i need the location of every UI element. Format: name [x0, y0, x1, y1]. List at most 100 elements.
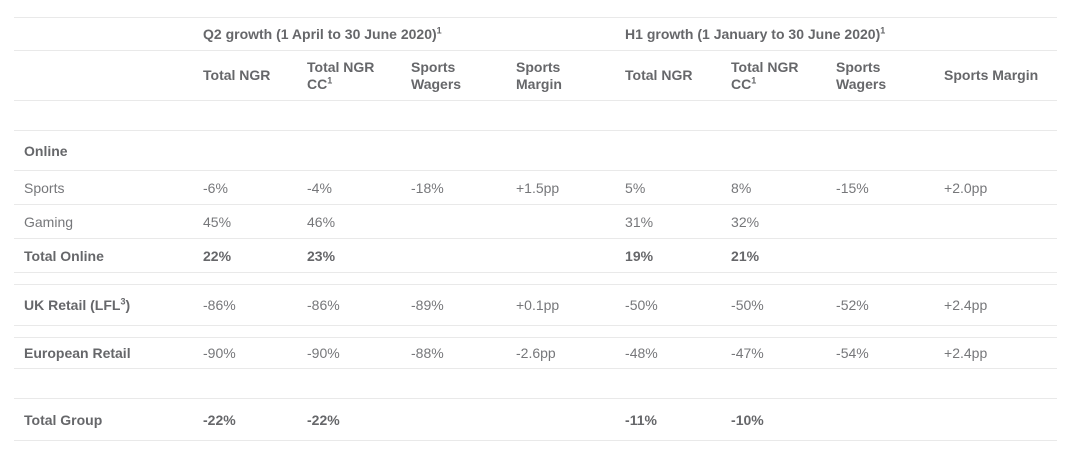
cell — [516, 205, 625, 239]
cell: -86% — [203, 297, 236, 313]
cell: -2.6pp — [516, 345, 556, 361]
col-header-label: Total NGR — [203, 67, 271, 83]
col-header-label: Sports Margin — [516, 58, 562, 92]
cell — [836, 239, 944, 273]
col-header-label: Sports Wagers — [411, 58, 462, 92]
cell — [836, 131, 944, 171]
col-header-label: Total NGR — [625, 67, 693, 83]
col-header-label: Total NGR CC — [307, 58, 375, 92]
cell: 8% — [731, 179, 752, 196]
cell: 5% — [625, 179, 646, 196]
cell — [411, 205, 516, 239]
cell: -15% — [836, 179, 869, 196]
h1-period-header: H1 growth (1 January to 30 June 2020)1 — [625, 18, 1057, 51]
growth-results-table: Q2 growth (1 April to 30 June 2020)1 H1 … — [14, 17, 1058, 441]
period-header-row: Q2 growth (1 April to 30 June 2020)1 H1 … — [14, 17, 1058, 51]
cell: -50% — [731, 297, 764, 313]
cell: 23% — [307, 247, 336, 264]
cell — [411, 131, 516, 171]
cell — [203, 131, 307, 171]
cell: -52% — [836, 297, 869, 313]
cell: -90% — [203, 345, 236, 361]
row-european-retail: European Retail -90% -90% -88% -2.6pp -4… — [14, 337, 1058, 369]
cell: +2.4pp — [944, 345, 988, 361]
col-header-label: Sports Margin — [944, 67, 1039, 83]
cell — [836, 205, 944, 239]
col-header-h1-total-ngr-cc: Total NGR CC1 — [731, 51, 836, 101]
footnote-marker: 1 — [880, 25, 886, 36]
row-label-text: UK Retail (LFL — [24, 297, 121, 313]
col-header-label: Sports Wagers — [836, 58, 887, 92]
table-header: Q2 growth (1 April to 30 June 2020)1 H1 … — [14, 17, 1058, 101]
spacer-cell — [14, 101, 1057, 131]
spacer-cell — [14, 369, 1057, 399]
cell: -88% — [411, 345, 444, 361]
cell: -6% — [203, 179, 228, 196]
spacer-row — [14, 100, 1058, 131]
corner-cell — [14, 51, 203, 101]
cell: 31% — [625, 213, 654, 230]
cell: -86% — [307, 297, 340, 313]
cell: 46% — [307, 213, 336, 230]
cell: -10% — [731, 411, 764, 428]
cell: +1.5pp — [516, 179, 560, 196]
row-sports: Sports -6% -4% -18% +1.5pp 5% 8% -15% +2… — [14, 170, 1058, 205]
cell — [516, 131, 625, 171]
cell — [411, 239, 516, 273]
corner-cell — [14, 18, 203, 51]
cell — [731, 131, 836, 171]
table-body: Online Sports -6% -4% -18% +1.5pp 5% 8% … — [14, 100, 1058, 441]
cell: 22% — [203, 247, 232, 264]
cell: 19% — [625, 247, 654, 264]
cell — [836, 399, 944, 441]
h1-period-title: H1 growth (1 January to 30 June 2020) — [625, 26, 881, 42]
cell — [307, 131, 411, 171]
cell: -22% — [307, 411, 340, 428]
cell: -89% — [411, 297, 444, 313]
row-gaming: Gaming 45% 46% 31% 32% — [14, 204, 1058, 239]
footnote-marker: 1 — [436, 25, 442, 36]
q2-period-header: Q2 growth (1 April to 30 June 2020)1 — [203, 18, 625, 51]
spacer-cell — [14, 273, 1057, 285]
q2-period-title: Q2 growth (1 April to 30 June 2020) — [203, 26, 437, 42]
cell: -50% — [625, 297, 658, 313]
cell: -48% — [625, 345, 658, 361]
col-header-h1-sports-margin: Sports Margin — [944, 51, 1057, 101]
cell: 32% — [731, 213, 760, 230]
cell: 45% — [203, 213, 232, 230]
row-label-text: ) — [125, 297, 131, 313]
row-uk-retail: UK Retail (LFL3) -86% -86% -89% +0.1pp -… — [14, 284, 1058, 326]
cell: -18% — [411, 179, 444, 196]
footnote-marker: 3 — [120, 296, 126, 307]
col-header-label: Total NGR CC — [731, 58, 799, 92]
footnote-marker: 1 — [327, 74, 333, 85]
col-header-h1-total-ngr: Total NGR — [625, 51, 731, 101]
cell: -11% — [625, 411, 657, 428]
row-online-section: Online — [14, 130, 1058, 171]
col-header-h1-sports-wagers: Sports Wagers — [836, 51, 944, 101]
cell — [944, 205, 1057, 239]
cell — [944, 239, 1057, 273]
col-header-q2-total-ngr-cc: Total NGR CC1 — [307, 51, 411, 101]
spacer-row — [14, 368, 1058, 399]
cell — [516, 399, 625, 441]
cell: -54% — [836, 345, 869, 361]
cell: -90% — [307, 345, 340, 361]
footnote-marker: 1 — [751, 74, 757, 85]
page-container: Q2 growth (1 April to 30 June 2020)1 H1 … — [14, 17, 1058, 441]
spacer-row — [14, 325, 1058, 338]
row-label: Total Online — [24, 247, 104, 264]
row-total-group: Total Group -22% -22% -11% -10% — [14, 398, 1058, 441]
spacer-row — [14, 272, 1058, 285]
cell: -4% — [307, 179, 332, 196]
cell: +0.1pp — [516, 297, 560, 313]
cell: 21% — [731, 247, 760, 264]
row-label: Gaming — [24, 213, 74, 230]
col-header-q2-sports-wagers: Sports Wagers — [411, 51, 516, 101]
col-header-q2-total-ngr: Total NGR — [203, 51, 307, 101]
column-header-row: Total NGR Total NGR CC1 Sports Wagers Sp… — [14, 50, 1058, 101]
cell: +2.4pp — [944, 297, 988, 313]
cell — [944, 399, 1057, 441]
row-label: European Retail — [24, 345, 131, 361]
spacer-cell — [14, 326, 1057, 338]
